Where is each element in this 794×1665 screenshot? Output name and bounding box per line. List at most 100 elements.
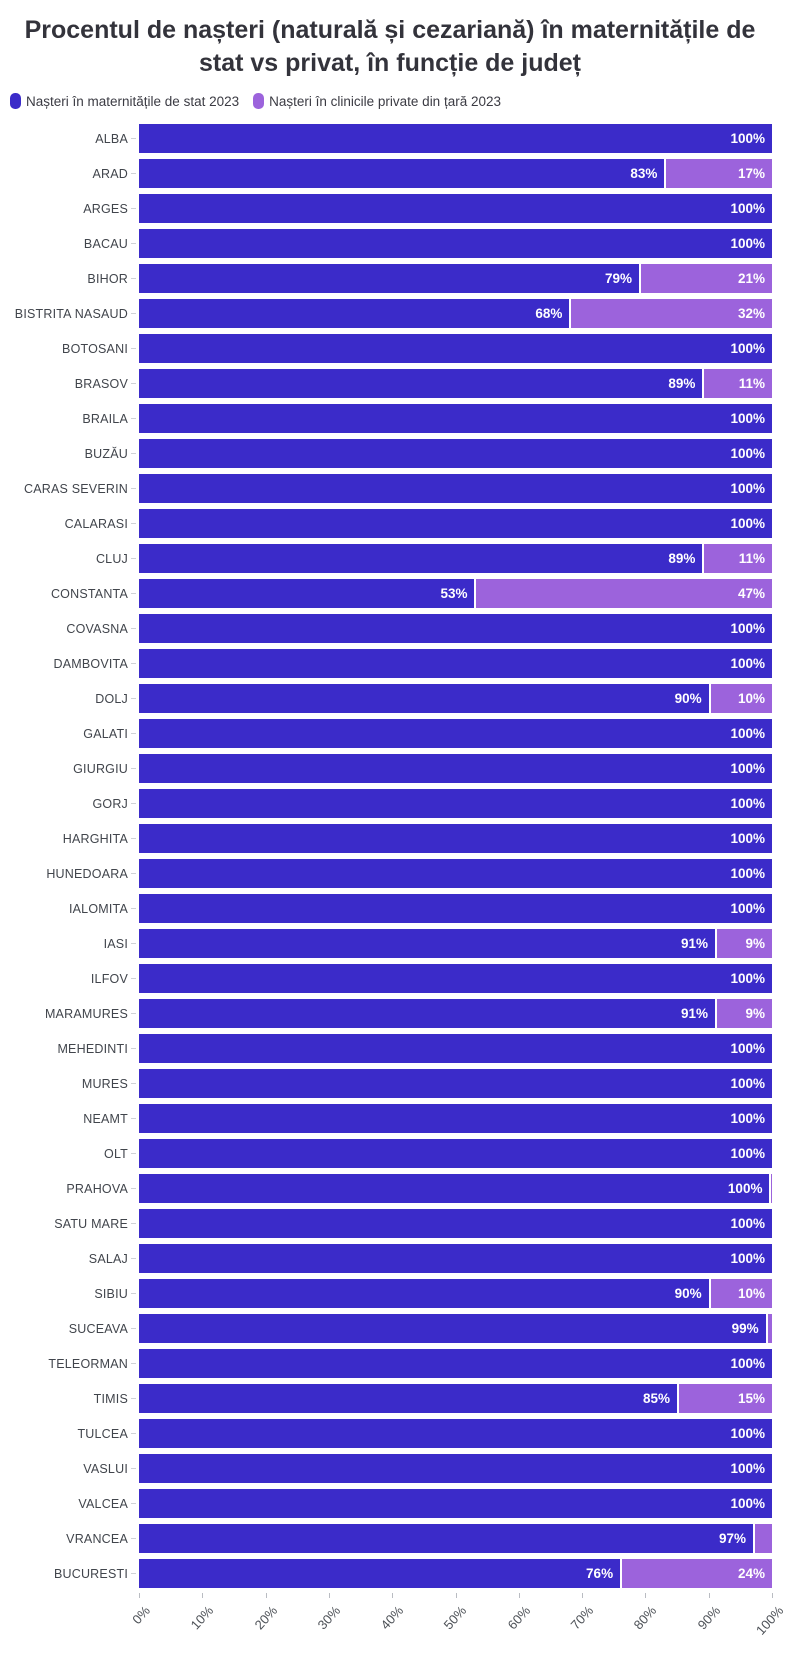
- label-tick-dash: [131, 523, 136, 524]
- label-tick-dash: [131, 1363, 136, 1364]
- chart-row: MEHEDINTI 100%: [8, 1031, 772, 1066]
- chart-row: ARGES 100%: [8, 191, 772, 226]
- stat-value-label: 100%: [730, 971, 765, 986]
- bar-track: 100%: [139, 789, 772, 818]
- x-tick-mark: [518, 1593, 520, 1598]
- county-label: COVASNA: [66, 621, 128, 636]
- label-tick-dash: [131, 943, 136, 944]
- chart-row: COVASNA 100%: [8, 611, 772, 646]
- private-value-label: 32%: [737, 306, 765, 321]
- legend: Nașteri în maternitățile de stat 2023 Na…: [10, 93, 772, 109]
- bar-track: 100%: [139, 1174, 772, 1203]
- bar-track: 100%: [139, 894, 772, 923]
- stat-segment: 100%: [139, 1349, 772, 1378]
- chart-row: SATU MARE 100%: [8, 1206, 772, 1241]
- bar-track: 100%: [139, 124, 772, 153]
- stat-segment: 97%: [139, 1524, 753, 1553]
- bar-track: 100%: [139, 1489, 772, 1518]
- label-tick-dash: [131, 173, 136, 174]
- county-label: BUCURESTI: [53, 1566, 128, 1581]
- private-segment: 21%: [639, 264, 772, 293]
- bar-track: 83% 17%: [139, 159, 772, 188]
- stat-value-label: 91%: [680, 1006, 709, 1021]
- x-tick-label: 100%: [752, 1603, 787, 1638]
- chart-row: IALOMITA 100%: [8, 891, 772, 926]
- label-tick-dash: [131, 138, 136, 139]
- county-label: OLT: [104, 1146, 128, 1161]
- stat-segment: 90%: [139, 1279, 709, 1308]
- county-label: MURES: [81, 1076, 128, 1091]
- bar-track: 53% 47%: [139, 579, 772, 608]
- stat-value-label: 100%: [727, 1181, 763, 1196]
- private-value-label: 24%: [737, 1566, 765, 1581]
- stat-segment: 100%: [139, 964, 772, 993]
- label-tick-dash: [131, 1258, 136, 1259]
- stat-value-label: 100%: [730, 481, 765, 496]
- bar-track: 100%: [139, 1454, 772, 1483]
- county-label: SIBIU: [94, 1286, 128, 1301]
- county-label: BACAU: [83, 236, 128, 251]
- chart-row: HUNEDOARA 100%: [8, 856, 772, 891]
- bar-track: 100%: [139, 334, 772, 363]
- stat-value-label: 53%: [440, 586, 468, 601]
- stat-segment: 99%: [139, 1314, 766, 1343]
- chart-row: VALCEA 100%: [8, 1486, 772, 1521]
- chart-row: PRAHOVA 100%: [8, 1171, 772, 1206]
- stat-segment: 100%: [139, 1139, 772, 1168]
- stat-segment: 83%: [139, 159, 665, 188]
- legend-item-private: Nașteri în clinicile private din țară 20…: [253, 93, 501, 109]
- stat-value-label: 100%: [730, 1356, 765, 1371]
- county-label: ILFOV: [90, 971, 128, 986]
- bar-track: 100%: [139, 1419, 772, 1448]
- stat-segment: 100%: [139, 229, 772, 258]
- county-label: PRAHOVA: [66, 1181, 128, 1196]
- stat-value-label: 100%: [730, 761, 765, 776]
- label-tick-dash: [131, 348, 136, 349]
- county-label: GORJ: [92, 796, 128, 811]
- label-tick-dash: [131, 418, 136, 419]
- x-tick-mark: [265, 1593, 267, 1598]
- chart-row: ALBA 100%: [8, 121, 772, 156]
- x-axis-ticks: 0% 10% 20% 30% 40% 50% 60% 70% 80% 90% 100%: [129, 1591, 786, 1655]
- label-tick-dash: [131, 978, 136, 979]
- label-tick-dash: [131, 1118, 136, 1119]
- bar-track: 97%: [139, 1524, 772, 1553]
- label-tick-dash: [131, 803, 136, 804]
- label-tick-dash: [131, 278, 136, 279]
- x-tick-label: 40%: [377, 1603, 407, 1633]
- label-tick-dash: [131, 733, 136, 734]
- stat-segment: 100%: [139, 1034, 772, 1063]
- chart-row: BRAILA 100%: [8, 401, 772, 436]
- legend-swatch-private-icon: [253, 93, 265, 109]
- label-tick-dash: [131, 1468, 136, 1469]
- chart-row: IASI 91% 9%: [8, 926, 772, 961]
- private-segment: 10%: [708, 1279, 772, 1308]
- legend-label-private: Nașteri în clinicile private din țară 20…: [269, 93, 501, 109]
- private-value-label: 9%: [745, 936, 765, 951]
- x-tick-label: 50%: [441, 1603, 470, 1633]
- chart-row: HARGHITA 100%: [8, 821, 772, 856]
- stat-value-label: 90%: [674, 1286, 702, 1301]
- private-value-label: 15%: [737, 1391, 765, 1406]
- chart-row: GALATI 100%: [8, 716, 772, 751]
- chart-row: CARAS SEVERIN 100%: [8, 471, 772, 506]
- label-tick-dash: [131, 1048, 136, 1049]
- chart-row: SALAJ 100%: [8, 1241, 772, 1276]
- stat-segment: 100%: [139, 1104, 772, 1133]
- bar-track: 100%: [139, 824, 772, 853]
- stat-segment: 100%: [139, 649, 772, 678]
- private-segment: [753, 1524, 772, 1553]
- stat-value-label: 85%: [643, 1391, 671, 1406]
- county-label: HUNEDOARA: [46, 866, 128, 881]
- chart-title: Procentul de nașteri (naturală și cezari…: [24, 16, 756, 77]
- bar-track: 99%: [139, 1314, 772, 1343]
- county-label: IASI: [103, 936, 128, 951]
- chart-rows: ALBA 100% ARAD 83% 17% ARGES 100%: [8, 121, 772, 1591]
- county-label: ARAD: [92, 166, 128, 181]
- bar-track: 100%: [139, 1349, 772, 1378]
- county-label: NEAMT: [83, 1111, 128, 1126]
- stat-segment: 100%: [139, 1244, 772, 1273]
- stat-value-label: 100%: [730, 866, 765, 881]
- chart-row: DAMBOVITA 100%: [8, 646, 772, 681]
- bar-track: 100%: [139, 1034, 772, 1063]
